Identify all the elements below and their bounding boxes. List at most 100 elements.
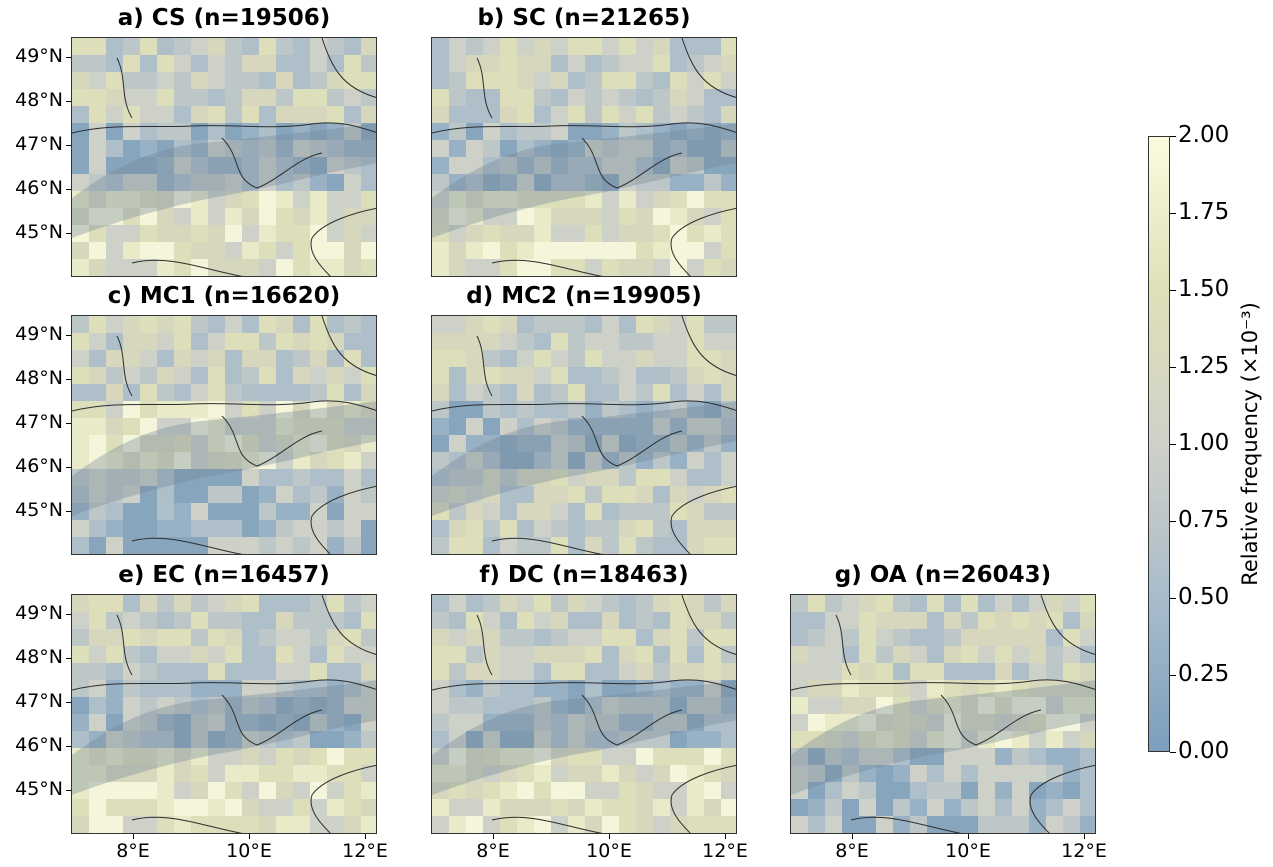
grid-cell	[704, 350, 721, 367]
grid-cell	[140, 367, 157, 384]
grid-cell	[361, 816, 376, 833]
grid-cell	[106, 401, 123, 418]
grid-cell	[551, 38, 568, 55]
grid-cell	[293, 367, 310, 384]
grid-cell	[259, 782, 276, 799]
grid-cell	[208, 799, 225, 816]
lat-tick-label: 47°N	[15, 133, 63, 155]
grid-cell	[500, 435, 517, 452]
grid-cell	[978, 799, 995, 816]
grid-cell	[361, 469, 376, 486]
grid-cell	[670, 401, 687, 418]
grid-cell	[276, 816, 293, 833]
grid-cell	[687, 350, 704, 367]
grid-cell	[449, 520, 466, 537]
grid-cell	[191, 554, 208, 555]
grid-cell	[157, 316, 174, 333]
grid-cell	[893, 731, 910, 748]
grid-cell	[961, 714, 978, 731]
grid-cell	[585, 276, 602, 277]
grid-cell	[568, 333, 585, 350]
grid-cell	[293, 782, 310, 799]
grid-cell	[961, 595, 978, 612]
grid-cell	[208, 748, 225, 765]
grid-cell	[636, 38, 653, 55]
grid-cell	[517, 486, 534, 503]
grid-cell	[619, 367, 636, 384]
grid-cell	[636, 123, 653, 140]
grid-cell	[721, 697, 736, 714]
grid-cell	[293, 208, 310, 225]
grid-cell	[361, 452, 376, 469]
grid-cell	[534, 595, 551, 612]
grid-cell	[551, 401, 568, 418]
grid-cell	[704, 782, 721, 799]
grid-cell	[191, 816, 208, 833]
grid-cell	[653, 748, 670, 765]
grid-cell	[140, 72, 157, 89]
grid-cell	[123, 537, 140, 554]
grid-cell	[687, 418, 704, 435]
lat-tick	[66, 335, 71, 336]
grid-cell	[106, 123, 123, 140]
grid-cell	[687, 316, 704, 333]
grid-cell	[106, 333, 123, 350]
grid-cell	[500, 554, 517, 555]
grid-cell	[1080, 765, 1095, 782]
grid-cell	[721, 174, 736, 191]
grid-cell	[89, 680, 106, 697]
border-line	[72, 122, 376, 134]
grid-cell	[344, 697, 361, 714]
grid-cell	[568, 537, 585, 554]
grid-cell	[670, 680, 687, 697]
grid-cell	[225, 646, 242, 663]
grid-cell	[910, 799, 927, 816]
grid-cell	[808, 697, 825, 714]
grid-cell	[344, 140, 361, 157]
grid-cell	[859, 663, 876, 680]
grid-cell	[1080, 731, 1095, 748]
grid-cell	[585, 833, 602, 834]
grid-cell	[517, 106, 534, 123]
grid-cell	[157, 123, 174, 140]
grid-cell	[670, 452, 687, 469]
lon-tick	[365, 834, 366, 839]
grid-cell	[602, 38, 619, 55]
grid-cell	[704, 537, 721, 554]
grid-cell	[191, 452, 208, 469]
grid-cell	[293, 799, 310, 816]
grid-cell	[619, 520, 636, 537]
grid-cell	[670, 418, 687, 435]
grid-cell	[636, 191, 653, 208]
grid-cell	[721, 38, 736, 55]
grid-cell	[259, 680, 276, 697]
grid-cell	[653, 554, 670, 555]
grid-cell	[449, 595, 466, 612]
grid-cell	[619, 55, 636, 72]
grid-cell	[174, 469, 191, 486]
grid-cell	[361, 486, 376, 503]
grid-cell	[225, 520, 242, 537]
lat-tick	[66, 101, 71, 102]
grid-cell	[619, 782, 636, 799]
grid-cell	[500, 833, 517, 834]
grid-cell	[191, 595, 208, 612]
grid-cell	[568, 799, 585, 816]
border-line	[835, 614, 852, 676]
grid-cell	[191, 680, 208, 697]
grid-cell	[123, 629, 140, 646]
colorbar-tick-label: 2.00	[1178, 122, 1230, 148]
grid-cell	[276, 782, 293, 799]
grid-cell	[157, 333, 174, 350]
grid-cell	[1063, 595, 1080, 612]
grid-cell	[344, 646, 361, 663]
grid-cell	[551, 208, 568, 225]
grid-cell	[534, 140, 551, 157]
grid-cell	[500, 157, 517, 174]
grid-cell	[208, 765, 225, 782]
grid-cell	[106, 520, 123, 537]
grid-cell	[449, 350, 466, 367]
grid-cell	[208, 503, 225, 520]
grid-cell	[157, 765, 174, 782]
grid-cell	[995, 629, 1012, 646]
